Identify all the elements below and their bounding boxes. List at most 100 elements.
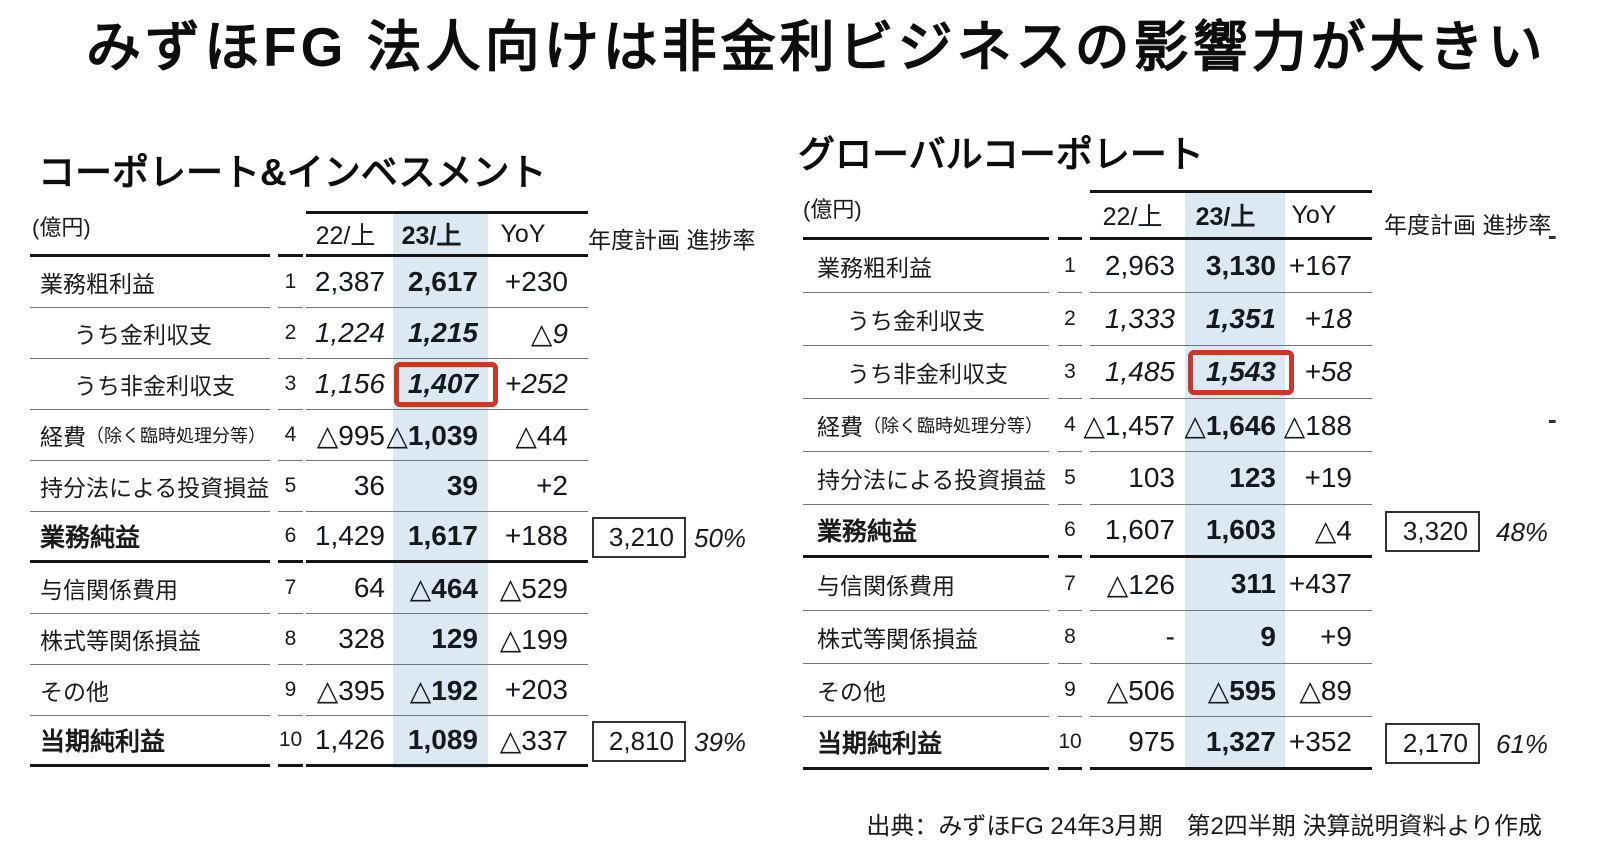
value-23: 3,130 — [1205, 250, 1276, 281]
row-number: 9 — [1064, 678, 1076, 701]
row-label: その他 — [817, 679, 886, 705]
value-23: 1,089 — [407, 724, 478, 755]
row-label: 当期純利益 — [40, 728, 166, 756]
value-23: △595 — [1207, 674, 1276, 706]
header-number-cell — [1058, 190, 1082, 240]
table-row: うち非金利収支 3 1,485 1,543 +58 — [803, 346, 1372, 399]
value-yoy: △4 — [1314, 514, 1352, 546]
row-number: 8 — [284, 627, 297, 650]
value-22: 1,607 — [1104, 514, 1175, 545]
value-22: △995 — [316, 419, 385, 451]
table-row: 当期純利益 10 975 1,327 +352 — [803, 717, 1372, 770]
placeholder-dash: - — [1548, 220, 1557, 250]
value-22: 103 — [1128, 462, 1175, 493]
row-number: 5 — [284, 474, 297, 497]
table-row: 与信関係費用 7 64 △464 △529 — [30, 563, 588, 614]
row-label: うち金利収支 — [74, 322, 212, 348]
table-row: 業務粗利益 1 2,387 2,617 +230 — [30, 257, 588, 308]
value-yoy: △44 — [515, 419, 568, 451]
table-row: 経費 （除く臨時処理分等） 4 △995 △1,039 △44 — [30, 410, 588, 461]
row-label: 業務粗利益 — [40, 271, 155, 297]
row-label: 株式等関係損益 — [40, 628, 201, 654]
row-label: 業務純益 — [817, 518, 918, 546]
value-22: 975 — [1128, 726, 1175, 757]
row-label: うち非金利収支 — [74, 373, 235, 399]
plan-value-box: 3,210 — [592, 517, 686, 558]
value-23: △192 — [409, 674, 478, 706]
plan-value-box: 2,810 — [592, 721, 686, 762]
row-label: 経費 — [40, 424, 86, 450]
row-number: 5 — [1064, 466, 1076, 489]
col-header-yoy: YoY — [500, 219, 546, 248]
value-yoy: +252 — [504, 368, 568, 399]
table-row: 経費 （除く臨時処理分等） 4 △1,457 △1,646 △188 — [803, 399, 1372, 452]
value-22: 2,963 — [1104, 250, 1175, 281]
value-22: △395 — [316, 674, 385, 706]
right-table-header: 22/上 23/上 YoY — [803, 190, 1372, 240]
table-row: その他 9 △506 △595 △89 — [803, 664, 1372, 717]
row-label: 当期純利益 — [817, 730, 943, 758]
table-row: 業務純益 6 1,429 1,617 +188 — [30, 512, 588, 563]
table-row: うち金利収支 2 1,224 1,215 △9 — [30, 308, 588, 359]
value-22: 36 — [353, 470, 385, 501]
value-yoy: +18 — [1304, 303, 1353, 334]
value-22: - — [1165, 621, 1175, 652]
value-yoy: +9 — [1320, 621, 1352, 652]
right-column-highlight-band — [1185, 190, 1285, 770]
value-yoy: +437 — [1288, 568, 1352, 599]
value-yoy: +19 — [1304, 462, 1353, 493]
table-row: 持分法による投資損益 5 36 39 +2 — [30, 461, 588, 512]
progress-value: 61% — [1496, 729, 1549, 759]
table-row: 株式等関係損益 8 - 9 +9 — [803, 611, 1372, 664]
row-number: 10 — [1058, 730, 1082, 753]
row-label: 株式等関係損益 — [817, 626, 978, 652]
row-number: 10 — [278, 728, 303, 751]
value-23: 311 — [1230, 568, 1276, 599]
row-label-sub: （除く臨時処理分等） — [86, 426, 266, 446]
row-label: 業務純益 — [40, 524, 141, 552]
progress-value: 48% — [1496, 517, 1549, 547]
row-label: その他 — [40, 679, 109, 705]
value-23: △1,039 — [386, 419, 478, 451]
row-number: 1 — [284, 270, 297, 293]
table-row: 与信関係費用 7 △126 311 +437 — [803, 558, 1372, 611]
table-row: 株式等関係損益 8 328 129 △199 — [30, 614, 588, 665]
right-table-title: グローバルコーポレート — [798, 134, 1204, 175]
value-yoy: +203 — [504, 674, 568, 705]
value-22: 2,387 — [314, 266, 385, 297]
right-plan-progress-header: 年度計画 進捗率 — [1384, 212, 1552, 238]
row-number: 4 — [1064, 413, 1076, 436]
row-label: 業務粗利益 — [817, 255, 932, 281]
row-label: うち非金利収支 — [847, 361, 1008, 387]
table-row: うち非金利収支 3 1,156 1,407 +252 — [30, 359, 588, 410]
row-number: 7 — [284, 576, 297, 599]
value-23: 1,543 — [1205, 356, 1276, 387]
col-header-23: 23/上 — [401, 222, 462, 250]
table-row: 業務純益 6 1,607 1,603 △4 — [803, 505, 1372, 558]
value-23: △1,646 — [1184, 409, 1276, 441]
row-label: 与信関係費用 — [817, 573, 955, 599]
plan-value-box: 3,320 — [1385, 511, 1480, 552]
row-number: 9 — [284, 678, 297, 701]
value-22: 64 — [353, 572, 385, 603]
highlight-red-box — [1188, 350, 1294, 395]
value-22: △1,457 — [1083, 409, 1175, 441]
row-number: 8 — [1064, 625, 1076, 648]
value-yoy: +352 — [1288, 726, 1352, 757]
page-title: みずほFG 法人向けは非金利ビジネスの影響力が大きい — [86, 16, 1547, 78]
row-number: 2 — [1064, 307, 1076, 330]
row-number: 1 — [1064, 254, 1076, 277]
value-yoy: △199 — [499, 623, 568, 655]
value-yoy: △337 — [499, 724, 568, 756]
progress-value: 50% — [694, 523, 747, 553]
header-label-cell — [30, 211, 270, 257]
value-yoy: △529 — [499, 572, 568, 604]
table-row: うち金利収支 2 1,333 1,351 +18 — [803, 293, 1372, 346]
row-label: 持分法による投資損益 — [40, 475, 270, 501]
value-23: 39 — [446, 470, 478, 501]
value-23: 1,327 — [1205, 726, 1276, 757]
value-22: 1,426 — [314, 724, 385, 755]
value-yoy: +58 — [1304, 356, 1353, 387]
col-header-yoy: YoY — [1291, 200, 1337, 229]
value-23: 129 — [431, 623, 478, 654]
